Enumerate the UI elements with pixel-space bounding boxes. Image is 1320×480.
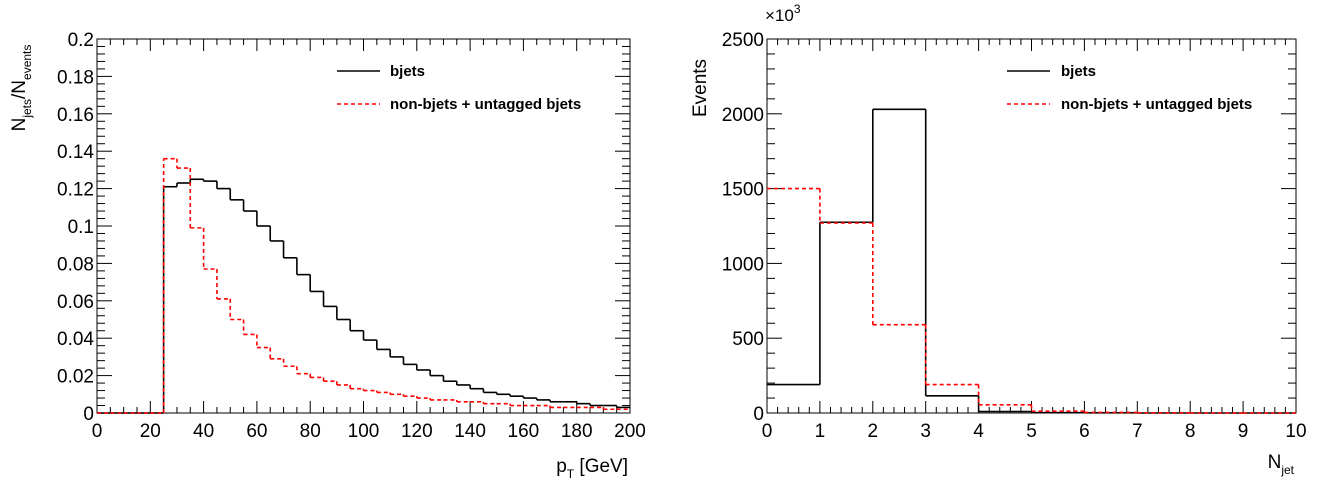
x-label-subscript: jet <box>1280 463 1294 477</box>
x-label-main: N <box>1268 452 1282 473</box>
x-tick-label: 4 <box>973 421 984 442</box>
y-tick-label: 0.08 <box>57 254 94 275</box>
y-axis-label: Njets/Nevents <box>9 45 34 132</box>
y-tick-label: 0.1 <box>68 217 94 238</box>
x-tick-label: 8 <box>1185 421 1196 442</box>
y-label-text: Events <box>690 59 711 117</box>
legend-label: bjets <box>1061 63 1096 80</box>
multiplier-exponent: 3 <box>794 2 801 16</box>
x-tick-label: 6 <box>1079 421 1090 442</box>
x-tick-label: 9 <box>1238 421 1249 442</box>
legend-label: non-bjets + untagged bjets <box>390 96 581 113</box>
x-tick-label: 60 <box>246 421 267 442</box>
x-tick-label: 20 <box>140 421 161 442</box>
y-axis-multiplier: ×103 <box>765 2 801 25</box>
series-nonbjets <box>767 187 1296 414</box>
x-tick-label: 0 <box>92 421 103 442</box>
x-tick-label: 40 <box>193 421 214 442</box>
y-tick-label: 0.18 <box>57 67 94 88</box>
legend-label: non-bjets + untagged bjets <box>1061 96 1252 113</box>
x-tick-label: 160 <box>508 421 540 442</box>
njet-distribution-panel: 0 1 2 3 4 5 6 7 8 9 1005001000150020002500×103Njet… <box>690 2 1307 477</box>
series-nonbjets <box>97 157 630 414</box>
y-label-part1: N <box>9 118 30 132</box>
x-tick-label: 2 <box>868 421 879 442</box>
y-tick-label: 1500 <box>722 180 764 201</box>
y-tick-label: 2000 <box>722 105 764 126</box>
y-axis-label: Events <box>690 59 711 117</box>
y-tick-label: 0.14 <box>57 142 94 163</box>
x-tick-label: 1 <box>815 421 826 442</box>
x-tick-label: 80 <box>300 421 321 442</box>
x-tick-label: 7 <box>1132 421 1143 442</box>
y-tick-label: 0.16 <box>57 105 94 126</box>
y-tick-label: 0 <box>83 404 94 425</box>
series-bjets <box>767 108 1296 414</box>
y-tick-label: 2500 <box>722 30 764 51</box>
y-tick-label: 0.04 <box>57 329 94 350</box>
x-tick-label: 120 <box>401 421 433 442</box>
x-axis-label: Njet <box>1268 452 1295 477</box>
multiplier-base: ×10 <box>765 6 794 25</box>
x-tick-label: 0 <box>762 421 773 442</box>
x-tick-label: 5 <box>1026 421 1037 442</box>
y-label-sub2: events <box>20 45 34 80</box>
series-bjets <box>97 178 630 414</box>
y-tick-label: 0 <box>753 404 764 425</box>
legend-label: bjets <box>390 63 425 80</box>
y-tick-label: 500 <box>732 329 764 350</box>
x-label-main: p <box>556 456 567 477</box>
pt-distribution-panel: 0 20 40 60 80 100 120 140 160 180 200 0 0.02 0.04 0.06… <box>9 30 646 480</box>
y-tick-label: 0.02 <box>57 367 94 388</box>
x-axis-label: pT [GeV] <box>556 456 628 480</box>
x-tick-label: 140 <box>454 421 486 442</box>
x-tick-label: 180 <box>561 421 593 442</box>
y-tick-label: 1000 <box>722 254 764 275</box>
y-tick-label: 0.06 <box>57 292 94 313</box>
y-tick-label: 0.2 <box>68 30 94 51</box>
y-label-sub1: jets <box>20 99 34 119</box>
x-tick-label: 3 <box>920 421 931 442</box>
x-label-subscript: T <box>567 467 575 480</box>
y-label-part2: /N <box>9 80 30 99</box>
x-tick-label: 100 <box>348 421 380 442</box>
x-tick-label: 200 <box>614 421 646 442</box>
x-label-suffix: [GeV] <box>574 456 628 477</box>
y-tick-label: 0.12 <box>57 180 94 201</box>
x-tick-label: 10 <box>1285 421 1306 442</box>
